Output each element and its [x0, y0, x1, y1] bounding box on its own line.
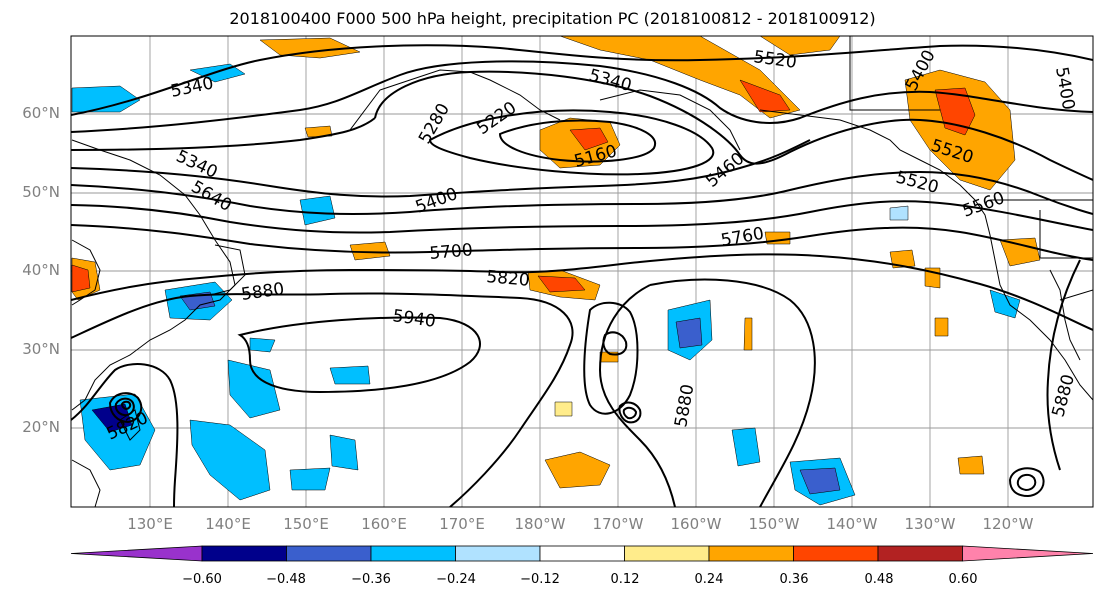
lon-label: 140°E [205, 515, 251, 533]
colorbar-tick-label: −0.24 [436, 572, 476, 587]
lon-label: 180°W [514, 515, 566, 533]
lon-label: 170°W [592, 515, 644, 533]
contour-label: 5820 [486, 267, 531, 291]
lon-label: 170°E [439, 515, 485, 533]
colorbar-tick-label: 0.24 [694, 572, 724, 587]
colorbar-tick-label: 0.36 [779, 572, 809, 587]
lon-label: 130°E [127, 515, 173, 533]
lon-label: 150°E [283, 515, 329, 533]
lat-label-60n: 60°N [22, 104, 60, 122]
colorbar-tick-label: −0.60 [182, 572, 222, 587]
colorbar [70, 545, 1094, 562]
colorbar-segment [201, 545, 287, 562]
lon-label: 150°W [748, 515, 800, 533]
lon-label: 140°W [826, 515, 878, 533]
contour-label: 5700 [429, 240, 474, 264]
colorbar-segment [539, 545, 625, 562]
colorbar-extend-low [70, 545, 203, 562]
colorbar-extend-high [962, 545, 1094, 562]
colorbar-segment [286, 545, 372, 562]
colorbar-segment [370, 545, 456, 562]
colorbar-tick-label: −0.36 [351, 572, 391, 587]
lat-label-30n: 30°N [22, 340, 60, 358]
lat-label-50n: 50°N [22, 183, 60, 201]
colorbar-segment [455, 545, 541, 562]
colorbar-tick-label: 0.60 [948, 572, 978, 587]
map-title: 2018100400 F000 500 hPa height, precipit… [229, 9, 876, 28]
lat-label-20n: 20°N [22, 418, 60, 436]
colorbar-segment [877, 545, 963, 562]
colorbar-tick-label: −0.48 [266, 572, 306, 587]
lon-label: 160°W [670, 515, 722, 533]
colorbar-tick-label: 0.48 [864, 572, 894, 587]
lon-label: 130°W [904, 515, 956, 533]
precip-negative-areas [71, 63, 1021, 506]
colorbar-segment [624, 545, 710, 562]
colorbar-tick-label: −0.12 [520, 572, 560, 587]
lon-label: 160°E [361, 515, 407, 533]
map-frame [70, 35, 1094, 508]
colorbar-tick-label: 0.12 [610, 572, 640, 587]
height-contours [71, 44, 1093, 507]
lon-label: 120°W [982, 515, 1034, 533]
colorbar-segment [708, 545, 794, 562]
lat-label-40n: 40°N [22, 261, 60, 279]
colorbar-segment [793, 545, 879, 562]
